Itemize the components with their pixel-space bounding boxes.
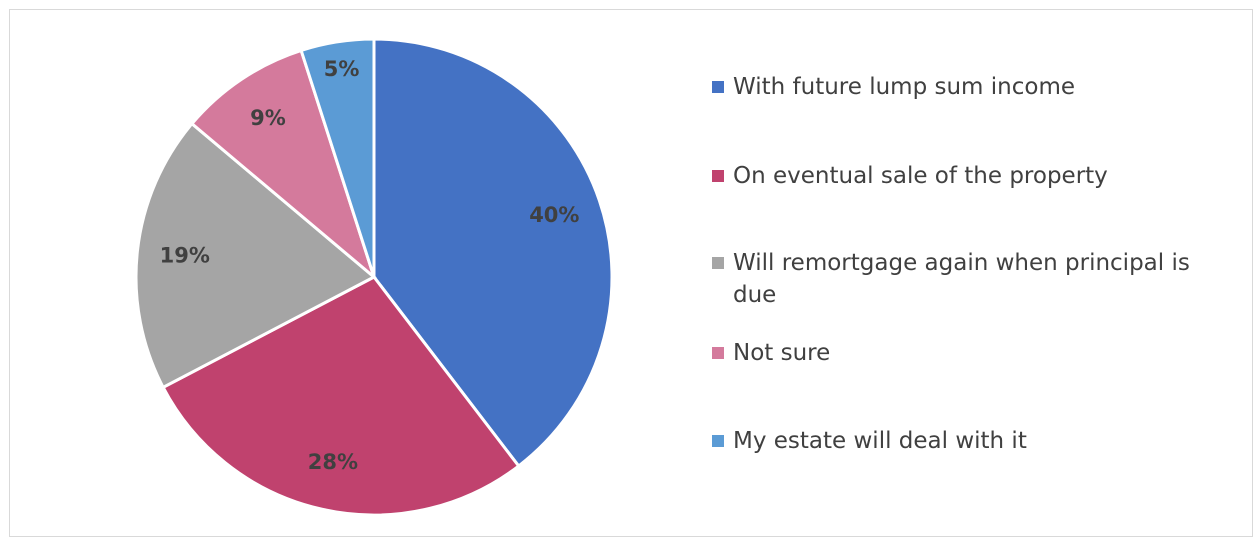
- pie-slice: [161, 275, 521, 517]
- data-label: 40%: [529, 203, 579, 227]
- legend-item: Not sure: [712, 337, 1232, 369]
- pie-slice: [372, 37, 614, 469]
- data-label: 19%: [160, 243, 210, 267]
- legend-label: On eventual sale of the property: [733, 163, 1108, 189]
- data-label: 5%: [324, 57, 360, 81]
- legend-item: My estate will deal with it: [712, 425, 1232, 457]
- legend-item: Will remortgage again when principal is …: [712, 247, 1232, 311]
- legend-label: My estate will deal with it: [733, 428, 1027, 454]
- legend-item: With future lump sum income: [712, 71, 1232, 103]
- legend-label: Will remortgage again when principal is …: [733, 250, 1190, 308]
- data-label: 9%: [250, 106, 286, 130]
- pie-slice: [299, 37, 376, 278]
- legend-item: On eventual sale of the property: [712, 160, 1232, 192]
- legend-label: With future lump sum income: [733, 74, 1076, 100]
- pie-slice: [189, 48, 378, 282]
- legend-swatch: [712, 170, 724, 182]
- legend-swatch: [712, 435, 724, 447]
- legend-swatch: [712, 257, 724, 269]
- data-label: 28%: [308, 450, 358, 474]
- legend-swatch: [712, 81, 724, 93]
- legend-swatch: [712, 347, 724, 359]
- legend-label: Not sure: [733, 340, 831, 366]
- pie-slice: [134, 121, 377, 390]
- chart-frame: [9, 9, 1253, 537]
